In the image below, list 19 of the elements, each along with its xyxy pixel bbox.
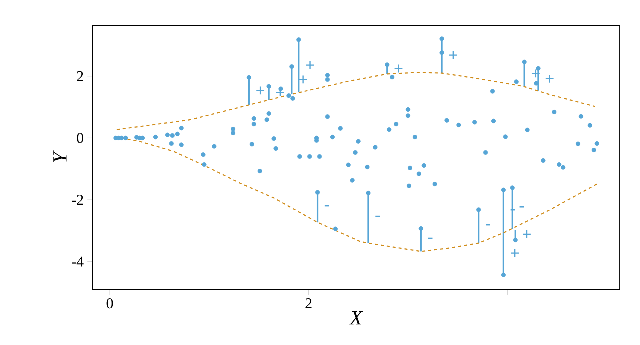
y-tick-label: 0 <box>77 133 84 144</box>
x-axis-title: X <box>350 312 364 325</box>
annotation: + <box>546 74 554 83</box>
y-tick-label: -2 <box>72 195 84 205</box>
annotation: + <box>523 230 531 238</box>
annotation: - <box>520 206 524 208</box>
annotation: + <box>299 76 308 84</box>
annotation: - <box>376 216 380 218</box>
annotation: + <box>511 249 520 258</box>
annotation: - <box>486 224 490 226</box>
annotation: + <box>256 86 265 95</box>
annotation: - <box>428 238 433 240</box>
annotation: + <box>394 64 403 73</box>
annotation: + <box>306 61 314 70</box>
y-tick-label: 2 <box>77 71 84 82</box>
annotation: + <box>449 51 458 60</box>
y-axis-title: Y <box>54 150 67 162</box>
annotation: - <box>324 205 330 207</box>
y-tick-label: -4 <box>72 256 84 267</box>
